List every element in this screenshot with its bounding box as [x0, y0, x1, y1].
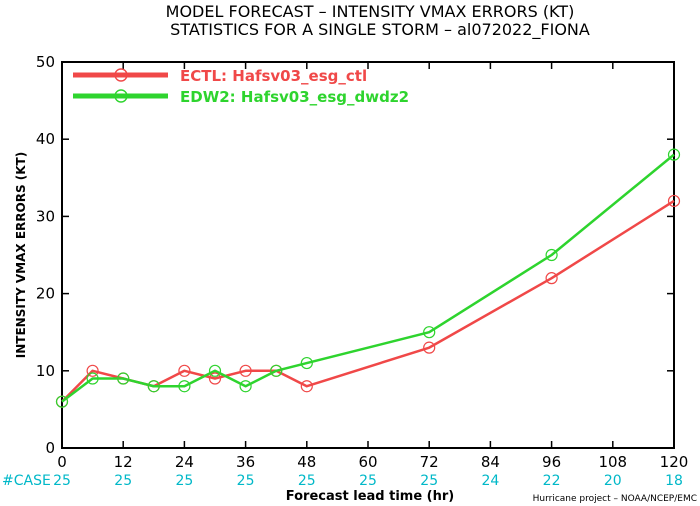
- x-tick-label: 72: [420, 453, 439, 471]
- series-point-0: [300, 380, 313, 393]
- series-point-0: [178, 364, 191, 377]
- y-tick-label: 40: [36, 130, 55, 148]
- x-axis-label: Forecast lead time (hr): [286, 489, 454, 504]
- series-point-1: [667, 148, 681, 161]
- case-count: 25: [359, 473, 377, 489]
- legend-label: ECTL: Hafsv03_esg_ctl: [180, 67, 367, 85]
- plot-axes: 0 12 24 36 48 60 72 84 96 108 120 0 10 20 30 40 50: [36, 53, 688, 471]
- series-line-1: [61, 153, 675, 403]
- series-point-1: [423, 326, 436, 339]
- case-count: 25: [298, 473, 316, 489]
- chart-subtitle: STATISTICS FOR A SINGLE STORM – al072022…: [170, 20, 590, 40]
- case-count: 18: [665, 473, 683, 489]
- series-point-1: [300, 356, 313, 370]
- plot-frame: [61, 61, 675, 449]
- y-tick-label: 10: [36, 362, 55, 380]
- x-tick-label: 48: [297, 453, 316, 471]
- x-tick-label: 0: [57, 453, 67, 471]
- series-point-1: [147, 380, 160, 393]
- series-point-0: [423, 341, 436, 354]
- series-point-1: [55, 395, 69, 408]
- series-point-0: [667, 194, 681, 208]
- y-axis-label: INTENSITY VMAX ERRORS (KT): [14, 152, 28, 358]
- y-tick-label: 0: [45, 439, 55, 457]
- series-point-1: [117, 372, 130, 385]
- legend-marker: [114, 68, 128, 82]
- y-tick-label: 30: [36, 207, 55, 225]
- series-point-0: [239, 364, 252, 377]
- series-point-1: [178, 380, 191, 393]
- series-point-1: [545, 248, 558, 262]
- y-tick-label: 20: [36, 285, 55, 303]
- series-point-0: [208, 372, 222, 385]
- case-count: 24: [481, 473, 499, 489]
- series-point-1: [239, 380, 252, 393]
- case-count: 22: [543, 473, 561, 489]
- case-count: 25: [175, 473, 193, 489]
- x-tick-label: 12: [114, 453, 133, 471]
- legend-marker: [114, 89, 128, 103]
- legend-label: EDW2: Hafsv03_esg_dwdz2: [180, 88, 409, 106]
- series-point-0: [545, 272, 558, 285]
- credit-text: Hurricane project – NOAA/NCEP/EMC: [533, 494, 697, 504]
- x-tick-label: 60: [358, 453, 377, 471]
- legend: ECTL: Hafsv03_esg_ctl EDW2: Hafsv03_esg_d…: [73, 67, 409, 106]
- x-tick-label: 84: [481, 453, 500, 471]
- x-tick-label: 120: [660, 453, 689, 471]
- series-point-1: [270, 364, 283, 377]
- x-tick-label: 36: [236, 453, 255, 471]
- y-tick-label: 50: [36, 53, 55, 71]
- series-point-0: [86, 364, 99, 377]
- series-point-1: [86, 372, 99, 385]
- x-tick-label: 24: [175, 453, 194, 471]
- case-count: 25: [53, 473, 71, 489]
- case-counts: 25 25 25 25 25 25 25 24 22 20 18: [53, 473, 683, 489]
- x-tick-label: 96: [542, 453, 561, 471]
- case-count: 20: [604, 473, 622, 489]
- case-count: 25: [420, 473, 438, 489]
- x-tick-label: 108: [598, 453, 627, 471]
- case-count: 25: [114, 473, 132, 489]
- series-point-1: [208, 364, 222, 377]
- series-layer: [55, 148, 681, 408]
- chart-title: MODEL FORECAST – INTENSITY VMAX ERRORS (…: [166, 2, 575, 21]
- case-count: 25: [237, 473, 255, 489]
- case-label: #CASE: [2, 473, 51, 489]
